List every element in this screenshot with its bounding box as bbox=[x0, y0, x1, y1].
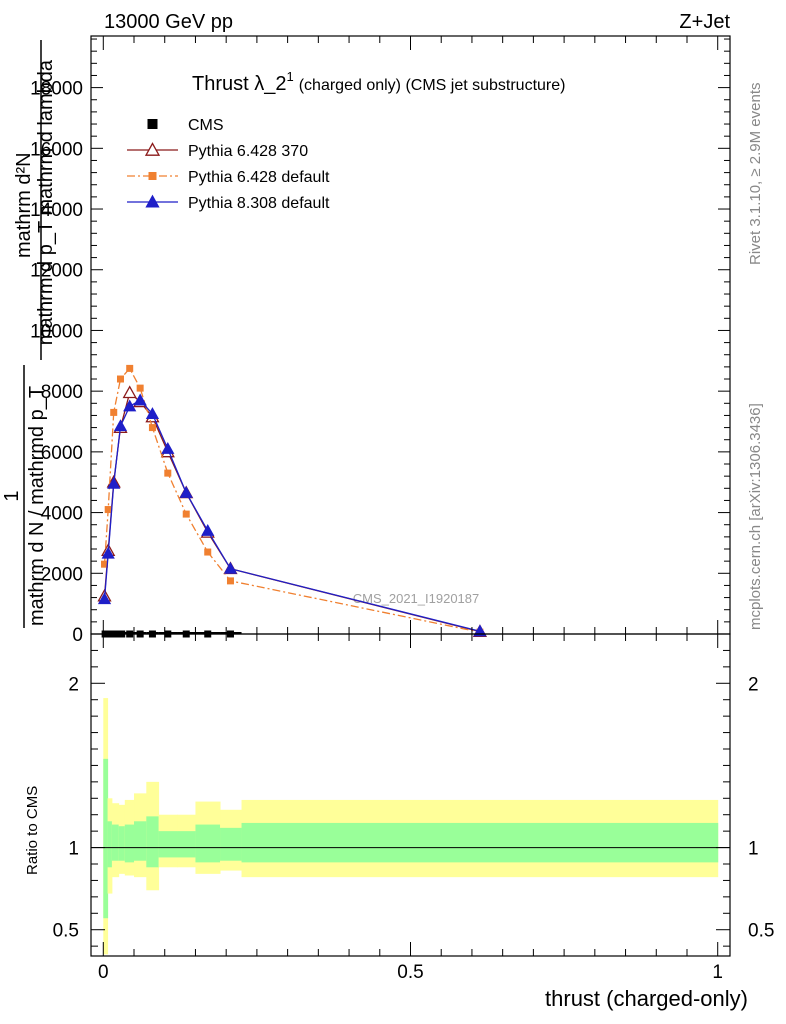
ratio-ylabel: Ratio to CMS bbox=[24, 786, 41, 875]
ratio-stat-band bbox=[103, 758, 109, 919]
legend-marker bbox=[145, 194, 160, 208]
legend-marker bbox=[148, 172, 157, 180]
ratio-stat-band bbox=[177, 831, 196, 858]
ylabel-numerator: mathrm d²N bbox=[13, 152, 35, 258]
rivet-label: Rivet 3.1.10, ≥ 2.9M events bbox=[747, 83, 764, 266]
pythia-6-428-default-point bbox=[126, 364, 134, 372]
ratio-ytick-label: 2 bbox=[68, 674, 79, 695]
pythia-8-308-default-point bbox=[101, 546, 115, 559]
pythia-8-308-default-line bbox=[103, 399, 481, 632]
pythia-6-428-default-point bbox=[164, 469, 172, 477]
pythia-8-308-default-point bbox=[123, 399, 137, 412]
ratio-ytick-label-right: 1 bbox=[748, 839, 759, 860]
ratio-ytick-label: 0.5 bbox=[53, 921, 79, 942]
ylabel-denominator: mathrm d p_T mathrm d lambda bbox=[35, 59, 57, 345]
legend-item: Pythia 8.308 default bbox=[127, 194, 330, 212]
pythia-6-428-default-point bbox=[226, 577, 234, 585]
chart-title-sup: 1 bbox=[286, 69, 293, 84]
ratio-stat-band bbox=[111, 824, 120, 861]
ratio-stat-band bbox=[241, 822, 719, 863]
ratio-stat-band bbox=[107, 821, 113, 868]
pythia-6-428-default-point bbox=[101, 560, 109, 568]
legend-label: Pythia 6.428 default bbox=[188, 169, 330, 186]
pythia-8-308-default-point bbox=[107, 476, 121, 489]
pythia-6-428-default-point bbox=[104, 506, 112, 514]
process-label: Z+Jet bbox=[679, 11, 730, 33]
main-frame bbox=[90, 35, 731, 635]
legend-item: CMS bbox=[147, 117, 224, 134]
pythia-8-308-default-point bbox=[179, 486, 193, 498]
main-ytick-label: 18000 bbox=[30, 79, 83, 100]
ylabel-fraction-expr: mathrm d N / mathrmd p_T bbox=[26, 386, 48, 626]
ratio-bands bbox=[103, 698, 719, 955]
main-ytick-label: 8000 bbox=[41, 382, 83, 403]
main-ytick-label: 2000 bbox=[41, 564, 83, 585]
xtick-label: 1 bbox=[712, 962, 723, 983]
ratio-stat-band bbox=[220, 827, 243, 861]
ratio-panel: 0.5 0.5 1 1 2 2 0 0.5 1 Ratio to CMS thrust (ch… bbox=[24, 633, 774, 1011]
pythia-6-428-default-point bbox=[182, 510, 190, 518]
legend: CMS Pythia 6.428 370 Pythia 6.428 default P… bbox=[127, 117, 330, 212]
pythia-6-428-370-point bbox=[122, 385, 137, 399]
pythia-6-428-default-point bbox=[116, 375, 124, 383]
pythia-6-428-default-point bbox=[136, 384, 144, 392]
chart-title: Thrust λ_21 (charged only) (CMS jet subst… bbox=[192, 69, 565, 95]
pythia-6-428-default-point bbox=[148, 424, 156, 432]
legend-label: Pythia 6.428 370 bbox=[188, 143, 308, 160]
ratio-stat-band bbox=[158, 831, 178, 858]
pythia-8-308-default-point bbox=[201, 523, 215, 536]
ratio-ytick-label: 1 bbox=[68, 839, 79, 860]
xtick-label: 0.5 bbox=[397, 962, 423, 983]
main-ytick-label: 10000 bbox=[30, 321, 83, 342]
main-panel: CMS_2021_I1920187 0 2000 4000 6000 8000 10000… bbox=[1, 35, 731, 646]
main-ytick-label: 4000 bbox=[41, 504, 83, 525]
pythia-8-308-default-point bbox=[113, 419, 128, 432]
ratio-stat-band bbox=[146, 816, 160, 868]
pythia-8-308-default-point bbox=[161, 441, 175, 454]
legend-label: Pythia 8.308 default bbox=[188, 195, 330, 212]
chart-title-suffix: (charged only) (CMS jet substructure) bbox=[299, 77, 566, 94]
x-axis-label: thrust (charged-only) bbox=[545, 986, 748, 1011]
analysis-watermark: CMS_2021_I1920187 bbox=[353, 591, 480, 606]
main-ytick-label: 16000 bbox=[30, 139, 83, 160]
ratio-ytick-label-right: 0.5 bbox=[748, 921, 774, 942]
main-ytick-label: 14000 bbox=[30, 200, 83, 221]
xtick-label: 0 bbox=[98, 962, 109, 983]
chart-title-main: Thrust λ_2 bbox=[192, 73, 286, 95]
ylabel-fraction-one: 1 bbox=[1, 490, 23, 501]
legend-item: Pythia 6.428 default bbox=[127, 169, 330, 186]
ratio-frame bbox=[90, 633, 731, 957]
ratio-stat-band bbox=[134, 821, 147, 861]
legend-label: CMS bbox=[188, 117, 224, 134]
pythia-8-308-default-point bbox=[97, 592, 112, 605]
ratio-ytick-label-right: 2 bbox=[748, 674, 759, 695]
pythia-8-308-default-point bbox=[133, 393, 147, 406]
main-ylabel: mathrm d²N mathrm d p_T mathrm d lambda … bbox=[1, 40, 57, 628]
pythia-8-308-default-point bbox=[223, 561, 238, 574]
ratio-stat-band bbox=[195, 824, 221, 863]
legend-marker bbox=[144, 142, 161, 156]
pythia-8-308-default-point bbox=[473, 624, 487, 637]
legend-item: Pythia 6.428 370 bbox=[127, 142, 308, 160]
main-ytick-label: 12000 bbox=[30, 261, 83, 282]
legend-marker bbox=[147, 119, 158, 129]
pythia-6-428-default-point bbox=[110, 408, 118, 416]
mcplots-label: mcplots.cern.ch [arXiv:1306.3436] bbox=[747, 403, 764, 630]
pythia-8-308-default-point bbox=[145, 407, 160, 419]
pythia-6-428-default-point bbox=[204, 548, 212, 556]
ratio-stat-band bbox=[118, 826, 126, 861]
main-ytick-label: 0 bbox=[72, 625, 83, 646]
main-ytick-label: 6000 bbox=[41, 443, 83, 464]
ratio-stat-band bbox=[124, 824, 135, 863]
energy-label: 13000 GeV pp bbox=[104, 11, 233, 33]
